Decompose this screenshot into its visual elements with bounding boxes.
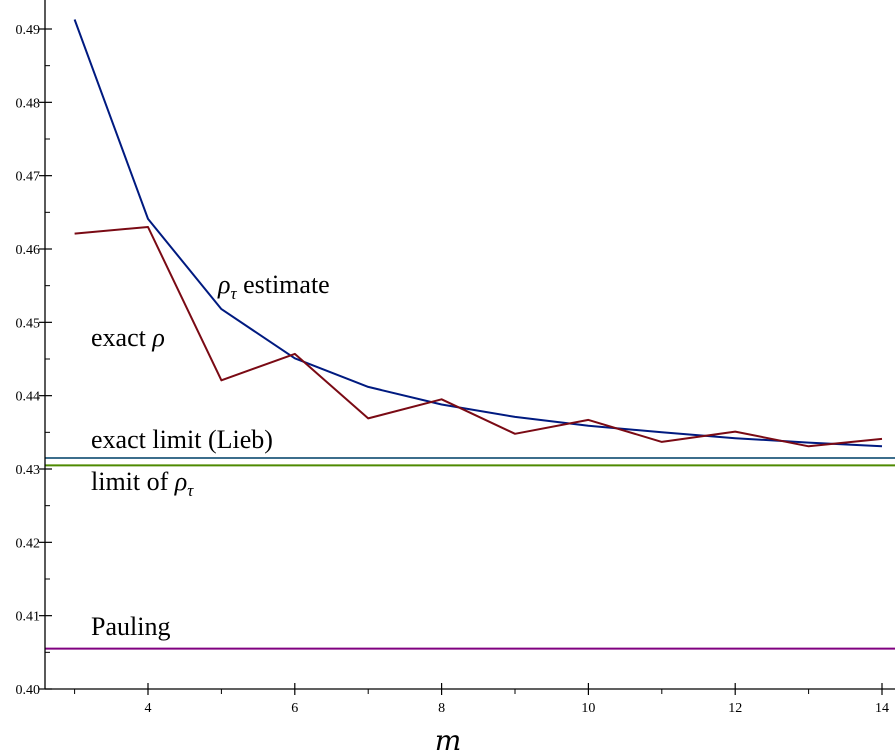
reference-lines (45, 457, 895, 650)
y-tick-label-5: 0.45 (16, 316, 41, 331)
y-tick-label-8: 0.48 (16, 96, 41, 111)
y-tick-label-7: 0.47 (16, 170, 41, 185)
series-lines (73, 19, 883, 448)
y-tick-label-0: 0.40 (16, 683, 41, 698)
y-tick-label-1: 0.41 (16, 610, 41, 625)
y-tick-label-3: 0.43 (16, 463, 41, 478)
annotation-limit-rho-tau: limit of ρτ (91, 467, 194, 500)
series-line-0 (73, 19, 883, 448)
x-tick-label-0: 4 (145, 701, 152, 716)
x-tick-label-5: 14 (875, 701, 889, 716)
y-tick-label-4: 0.44 (16, 390, 41, 405)
annotation-exact-limit: exact limit (Lieb) (91, 425, 273, 454)
y-ticks: 0.40 0.41 0.42 0.43 0.44 0.45 0.46 0.47 0.48 0.49 (16, 23, 52, 698)
x-tick-label-3: 10 (581, 701, 595, 716)
x-tick-label-2: 8 (438, 701, 445, 716)
x-ticks: 4 6 8 10 12 14 (74, 683, 889, 716)
x-tick-label-4: 12 (728, 701, 742, 716)
x-tick-label-1: 6 (291, 701, 298, 716)
series-line-1 (74, 226, 883, 448)
y-tick-label-2: 0.42 (16, 536, 41, 551)
x-axis-label: m (435, 724, 462, 756)
annotation-rho-tau-estimate: ρτ estimate (217, 270, 330, 303)
y-tick-label-9: 0.49 (16, 23, 41, 38)
y-tick-label-6: 0.46 (16, 243, 41, 258)
axes (44, 0, 895, 690)
annotation-exact-rho: exact ρ (91, 323, 165, 352)
annotation-pauling: Pauling (91, 612, 170, 641)
